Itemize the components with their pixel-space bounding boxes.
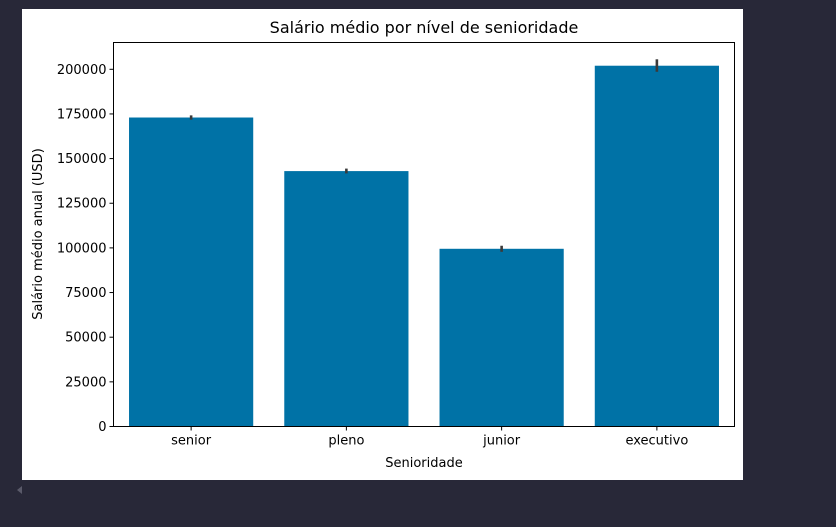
bar-chart: Salário médio por nível de senioridade 0… (31, 18, 735, 471)
y-tick-label-100000: 100000 (57, 241, 107, 256)
y-axis: 0 25000 50000 75000 100000 125000 150000 175000… (57, 63, 114, 435)
y-tick-label-200000: 200000 (57, 63, 107, 78)
bar-pleno (284, 171, 409, 427)
y-tick-label-50000: 50000 (65, 331, 106, 346)
y-tick-label-0: 0 (98, 420, 106, 435)
output-cell: Salário médio por nível de senioridade 0… (22, 9, 743, 480)
y-tick-label-75000: 75000 (65, 286, 106, 301)
y-axis-label: Salário médio anual (USD) (31, 148, 46, 320)
x-axis-label: Senioridade (385, 456, 462, 471)
plot-frame (113, 42, 735, 427)
y-tick-label-125000: 125000 (57, 197, 107, 212)
y-tick-label-150000: 150000 (57, 152, 107, 167)
bars-group (129, 65, 719, 427)
x-axis: senior pleno junior executivo (171, 426, 688, 449)
y-tick-label-175000: 175000 (57, 107, 107, 122)
x-tick-label-executivo: executivo (625, 434, 688, 449)
x-tick-label-senior: senior (171, 434, 212, 449)
error-bars-group (189, 59, 659, 252)
y-tick-label-25000: 25000 (65, 375, 106, 390)
bar-executivo (594, 65, 719, 427)
x-tick-label-junior: junior (482, 434, 521, 449)
bar-senior (129, 117, 254, 427)
bar-junior (439, 248, 564, 427)
x-tick-label-pleno: pleno (328, 434, 364, 449)
scroll-left-icon[interactable] (17, 486, 22, 494)
chart-title: Salário médio por nível de senioridade (270, 18, 579, 37)
